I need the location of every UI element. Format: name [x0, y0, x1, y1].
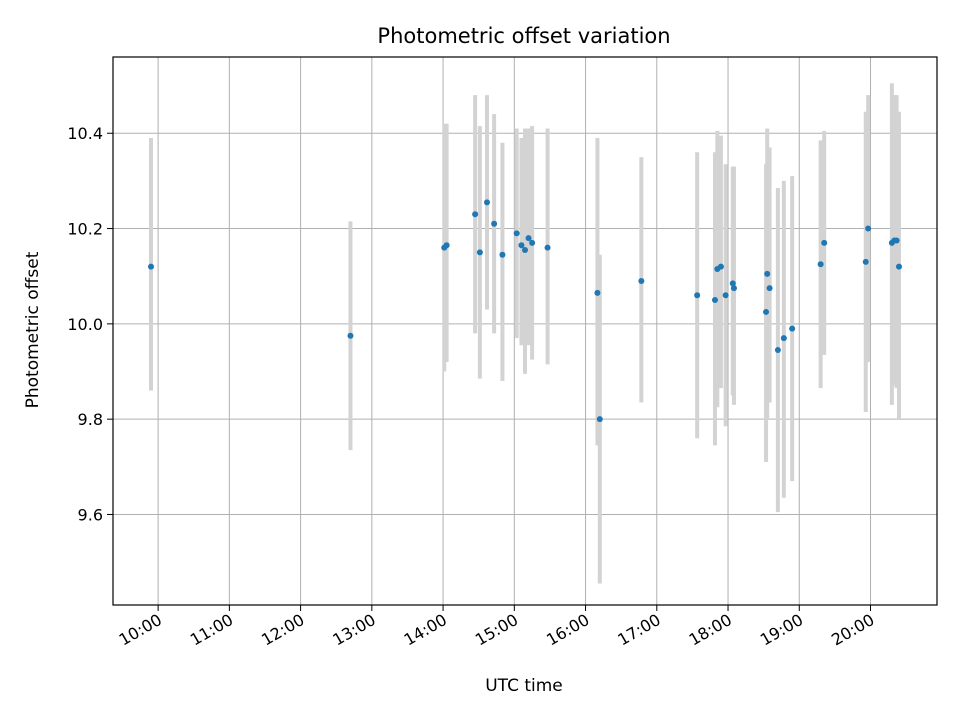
data-point	[780, 335, 787, 342]
data-point	[764, 270, 771, 277]
y-axis-ticks: 9.6 9.8 10.0 10.2 10.4	[67, 124, 113, 524]
data-points	[147, 199, 903, 423]
y-tick-label: 10.2	[67, 220, 103, 239]
y-axis-title: Photometric offset	[23, 251, 43, 408]
data-point	[893, 237, 900, 244]
chart-title: Photometric offset variation	[377, 24, 670, 48]
y-tick-label: 9.8	[78, 410, 103, 429]
data-point	[821, 239, 828, 246]
data-point	[789, 325, 796, 332]
data-point	[443, 242, 450, 249]
data-point	[491, 220, 498, 227]
data-point	[513, 230, 520, 237]
data-point	[722, 292, 729, 299]
data-point	[594, 289, 601, 296]
data-point	[499, 251, 506, 258]
data-point	[766, 285, 773, 292]
data-point	[472, 211, 479, 218]
data-point	[596, 416, 603, 423]
data-point	[717, 263, 724, 270]
data-point	[638, 277, 645, 284]
data-point	[476, 249, 483, 256]
data-point	[763, 308, 770, 315]
data-point	[694, 292, 701, 299]
y-tick-label: 9.6	[78, 505, 103, 524]
data-point	[774, 347, 781, 354]
data-point	[730, 285, 737, 292]
plot-frame	[112, 56, 938, 606]
data-point	[711, 297, 718, 304]
data-point	[896, 263, 903, 270]
data-point	[862, 258, 869, 265]
x-axis-title: UTC time	[485, 676, 563, 696]
data-point	[817, 261, 824, 268]
data-point	[347, 332, 354, 339]
data-point	[865, 225, 872, 232]
y-tick-label: 10.0	[67, 315, 103, 334]
data-point	[729, 280, 736, 287]
data-point	[544, 244, 551, 251]
data-point	[525, 235, 532, 242]
data-point	[147, 263, 154, 270]
data-point	[484, 199, 491, 206]
data-point	[522, 246, 528, 253]
data-point	[518, 242, 525, 249]
data-point	[529, 239, 536, 246]
y-tick-label: 10.4	[67, 124, 103, 143]
